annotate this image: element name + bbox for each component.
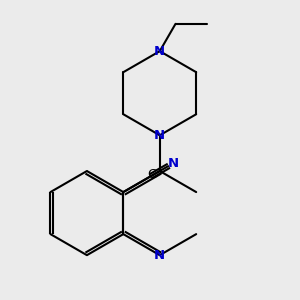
Text: N: N (154, 45, 165, 58)
Text: N: N (154, 129, 165, 142)
Text: N: N (167, 157, 178, 170)
Text: C: C (147, 168, 156, 181)
Text: N: N (154, 249, 165, 262)
